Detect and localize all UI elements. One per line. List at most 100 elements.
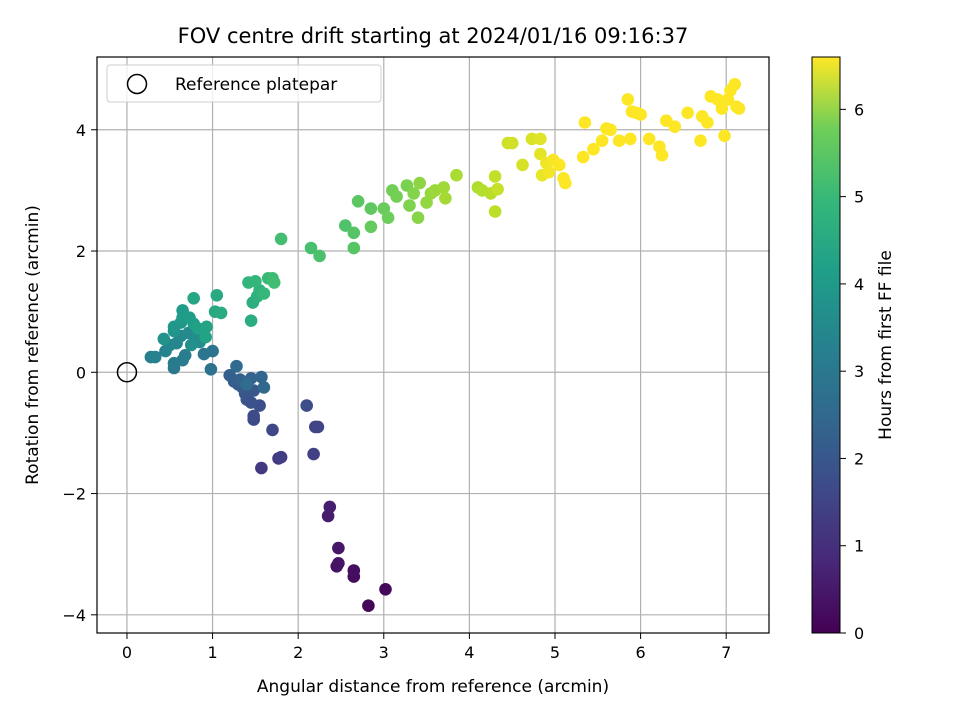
data-point: [578, 116, 592, 129]
y-tick-label: 2: [76, 242, 86, 261]
y-tick-label: −4: [62, 606, 86, 625]
data-point: [534, 147, 547, 161]
data-point: [634, 108, 647, 121]
data-point: [516, 158, 529, 172]
data-point: [542, 165, 556, 179]
data-point: [332, 557, 345, 570]
data-point: [668, 120, 682, 133]
data-point: [257, 381, 271, 394]
data-point: [681, 106, 694, 120]
data-point: [403, 199, 416, 212]
data-point: [587, 142, 600, 156]
y-axis-ticks: −4 −2 0 2 4: [62, 121, 97, 625]
data-point: [553, 158, 566, 172]
data-point: [364, 202, 378, 215]
data-point: [491, 182, 504, 196]
data-point: [307, 447, 320, 461]
data-point: [450, 168, 463, 182]
data-point: [381, 211, 395, 224]
data-point: [223, 369, 236, 382]
data-point: [214, 306, 228, 320]
colorbar: 0 1 2 3 4 5 6 Hours from first FF file: [811, 56, 896, 643]
x-tick-label: 4: [464, 643, 474, 662]
y-tick-label: 4: [76, 121, 86, 140]
colorbar-tick-label: 1: [854, 537, 864, 556]
data-point: [157, 332, 171, 346]
data-point: [347, 564, 361, 577]
colorbar-tick-label: 6: [854, 100, 864, 119]
data-point: [621, 93, 635, 106]
data-point: [347, 241, 361, 255]
x-axis-label: Angular distance from reference (arcmin): [257, 677, 609, 697]
data-point: [332, 541, 345, 555]
x-tick-label: 7: [721, 643, 731, 662]
legend-label: Reference platepar: [175, 75, 337, 95]
data-point: [505, 136, 519, 150]
colorbar-tick-label: 3: [854, 362, 864, 381]
colorbar-frame: [811, 56, 841, 634]
data-point: [624, 132, 637, 146]
data-point: [210, 289, 224, 302]
data-point: [311, 420, 325, 434]
data-point: [267, 276, 281, 289]
x-tick-label: 5: [550, 643, 560, 662]
colorbar-tick-label: 4: [854, 275, 864, 294]
data-point: [488, 170, 502, 183]
data-point: [347, 226, 361, 240]
data-point: [148, 350, 162, 364]
data-point: [437, 181, 451, 194]
data-point: [247, 409, 260, 423]
data-point: [255, 461, 268, 475]
colorbar-tick-label: 2: [854, 449, 864, 468]
data-point: [339, 219, 352, 232]
y-tick-label: −2: [62, 485, 86, 504]
data-point: [364, 220, 378, 234]
data-point: [323, 500, 337, 514]
data-point: [255, 370, 268, 384]
data-point: [559, 176, 572, 190]
data-point: [439, 192, 452, 205]
data-point: [379, 583, 392, 596]
data-point: [488, 205, 502, 218]
x-tick-label: 2: [293, 643, 303, 662]
data-point: [732, 102, 746, 115]
data-point: [576, 150, 590, 164]
colorbar-tick-label: 5: [854, 188, 864, 207]
data-point: [200, 320, 213, 334]
data-point: [655, 148, 669, 162]
reference-marker: [116, 362, 138, 383]
data-point: [184, 338, 198, 352]
data-point: [313, 249, 326, 263]
data-point: [274, 232, 288, 246]
data-point: [240, 378, 254, 391]
chart-title: FOV centre drift starting at 2024/01/16 …: [178, 24, 689, 48]
data-point: [249, 275, 262, 288]
x-tick-label: 6: [635, 643, 645, 662]
data-points: [144, 78, 746, 612]
data-point: [413, 176, 427, 190]
plot-frame: [96, 56, 770, 634]
data-point: [534, 132, 547, 146]
data-point: [642, 132, 656, 146]
data-point: [718, 129, 731, 143]
colorbar-ticks: 0 1 2 3 4 5 6: [840, 100, 864, 643]
data-point: [612, 134, 626, 147]
data-point: [595, 134, 609, 147]
x-tick-label: 0: [122, 643, 132, 662]
data-point: [197, 347, 211, 361]
y-axis-label: Rotation from reference (arcmin): [23, 205, 43, 485]
data-point: [390, 190, 403, 203]
data-point: [351, 195, 365, 208]
data-point: [304, 241, 318, 255]
y-tick-label: 0: [76, 363, 86, 382]
data-point: [274, 450, 288, 464]
data-point: [199, 330, 212, 344]
data-point: [204, 363, 218, 376]
legend-marker: [126, 73, 148, 95]
data-point: [362, 599, 375, 612]
colorbar-gradient: [812, 57, 840, 633]
x-tick-label: 1: [207, 643, 217, 662]
reference-platepar-point: [116, 362, 138, 383]
data-point: [300, 399, 314, 412]
